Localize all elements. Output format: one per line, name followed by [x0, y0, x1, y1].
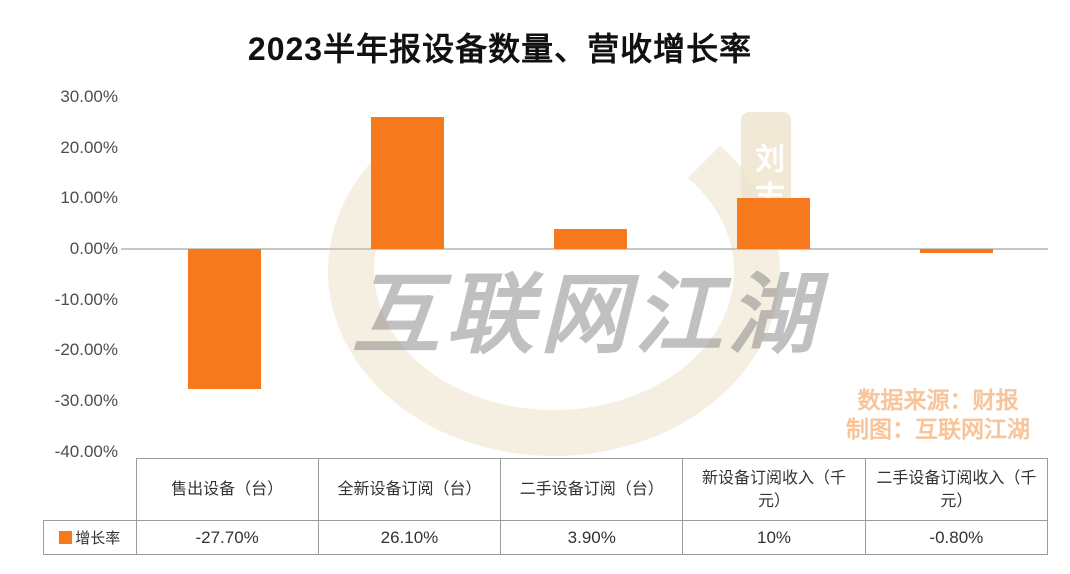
- table-column-header: 二手设备订阅收入（千元）: [864, 458, 1049, 521]
- legend-series-name: 增长率: [75, 530, 121, 547]
- y-axis-tick-label: 0.00%: [69, 239, 118, 258]
- table-column-header: 售出设备（台）: [135, 458, 319, 521]
- bar-category-4: [737, 198, 810, 249]
- bar-category-5: [920, 249, 993, 254]
- data-table: 售出设备（台） 全新设备订阅（台） 二手设备订阅（台） 新设备订阅收入（千元） 二手设备…: [43, 458, 1049, 555]
- table-column-header: 二手设备订阅（台）: [500, 458, 684, 521]
- table-value-cell: 26.10%: [317, 520, 502, 555]
- bar-category-2: [371, 116, 444, 249]
- table-column-header: 新设备订阅收入（千元）: [682, 458, 866, 521]
- y-axis-tick-label: 20.00%: [60, 137, 118, 157]
- chart-title: 2023半年报设备数量、营收增长率: [247, 31, 753, 67]
- y-axis-tick-label: 30.00%: [60, 86, 118, 106]
- y-axis-tick-label: 10.00%: [60, 188, 118, 208]
- y-axis-labels: 30.00% 20.00% 10.00% 0.00% -10.00% -20.00% -30…: [0, 0, 118, 574]
- bar-category-1: [188, 249, 261, 390]
- source-credits: 数据来源：财报 制图：互联网江湖: [828, 386, 1048, 444]
- table-column-header: 全新设备订阅（台）: [317, 458, 502, 521]
- data-source-text: 数据来源：财报: [857, 387, 1019, 413]
- y-axis-tick-label: -30.00%: [54, 391, 118, 410]
- legend-cell: 增长率: [43, 520, 137, 555]
- y-axis-tick-label: -10.00%: [54, 289, 118, 309]
- chart-maker-text: 制图：互联网江湖: [846, 416, 1030, 442]
- table-value-cell: 3.90%: [500, 520, 684, 555]
- x-axis-tick: [121, 248, 133, 250]
- watermark-calligraphy-text: 互联网江湖: [352, 262, 823, 366]
- bar-category-3: [554, 229, 627, 249]
- y-axis-tick-label: -40.00%: [54, 441, 118, 461]
- table-value-cell: -0.80%: [864, 520, 1049, 555]
- table-value-cell: -27.70%: [135, 520, 319, 555]
- table-corner-blank: [43, 458, 136, 521]
- legend-swatch-icon: [59, 531, 73, 544]
- y-axis-tick-label: -20.00%: [54, 340, 118, 360]
- table-value-cell: 10%: [682, 520, 866, 555]
- x-axis-line: [133, 248, 1048, 250]
